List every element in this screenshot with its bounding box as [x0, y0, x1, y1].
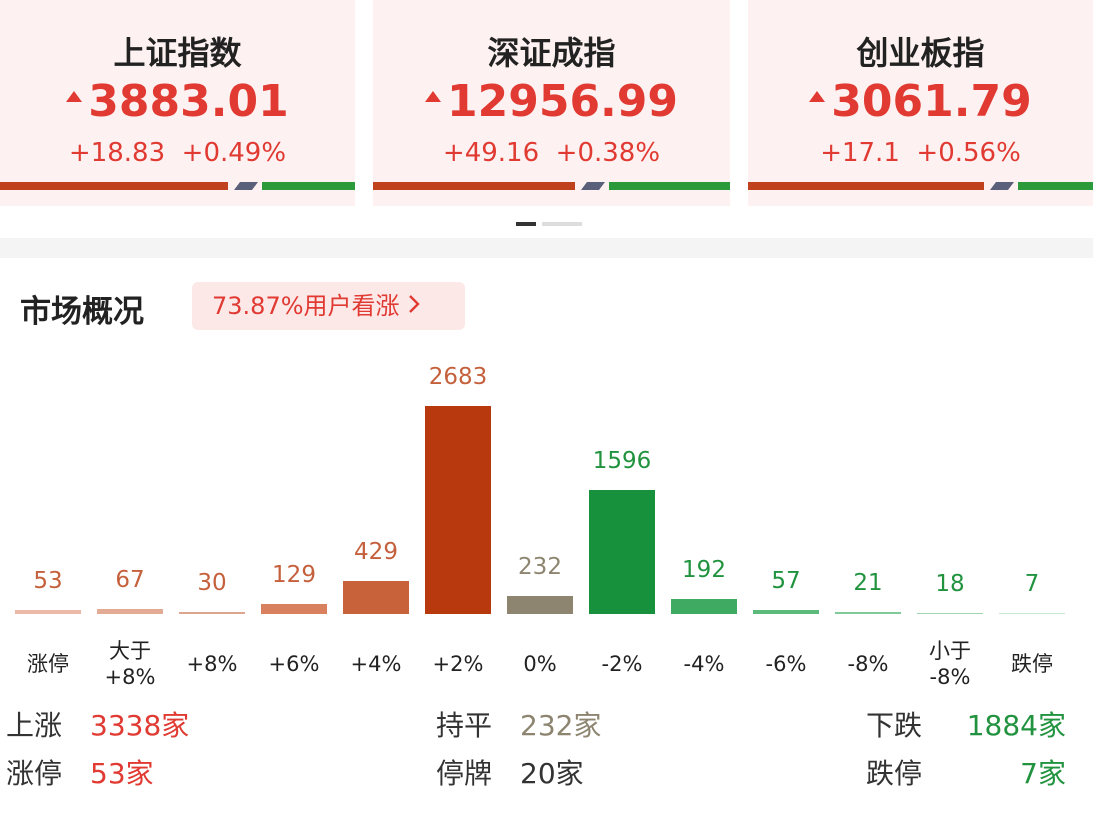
stat-value: 1884家 — [966, 709, 1066, 742]
bar — [97, 608, 163, 614]
bar — [507, 596, 573, 614]
value-label: 129 — [272, 561, 316, 588]
breadth-strip — [373, 182, 730, 190]
value-label: 2683 — [428, 364, 488, 390]
x-tick-label: +8% — [186, 652, 238, 676]
x-tick-label: 大于 +8% — [104, 639, 156, 689]
bar — [835, 612, 901, 614]
value-label: 192 — [682, 557, 726, 584]
index-name: 创业板指 — [856, 34, 985, 72]
bar — [425, 406, 491, 614]
pct: +0.56% — [916, 138, 1021, 168]
value-label: 18 — [935, 570, 965, 597]
change: +49.16 — [442, 138, 540, 168]
x-tick-label: 小于 -8% — [929, 639, 971, 689]
x-tick-label: 涨停 — [27, 652, 69, 676]
value-label: 53 — [33, 567, 63, 594]
stat-value: 7家 — [1020, 757, 1066, 790]
index-change: +17.1 +0.56% — [748, 138, 1093, 168]
bar — [261, 603, 327, 614]
pager — [516, 222, 582, 226]
index-name: 深证成指 — [487, 34, 616, 72]
value-label: 67 — [115, 566, 145, 593]
x-tick-label: 跌停 — [1011, 652, 1053, 676]
x-tick-label: +6% — [268, 652, 320, 676]
stat-label: 下跌 — [866, 709, 923, 742]
index-card[interactable]: 上证指数 3883.01 +18.83 +0.49% — [0, 0, 355, 206]
bar — [15, 609, 81, 614]
bar — [589, 490, 655, 614]
pct: +0.49% — [181, 138, 287, 168]
badge-text: 73.87%用户看涨 — [212, 292, 400, 320]
stat-value: 53家 — [90, 757, 154, 790]
value-label: 232 — [518, 554, 562, 580]
bar — [753, 609, 819, 614]
bar — [179, 611, 245, 614]
stat-label: 持平 — [436, 709, 493, 742]
value-label: 429 — [354, 538, 398, 565]
x-tick-label: -8% — [847, 652, 889, 676]
x-tick-label: -4% — [683, 652, 725, 676]
value-label: 30 — [197, 569, 227, 596]
divider — [0, 238, 1093, 258]
stat-label: 停牌 — [436, 757, 493, 790]
section-title: 市场概况 — [20, 294, 144, 330]
chevron — [409, 295, 420, 313]
index-name: 上证指数 — [113, 34, 242, 72]
pct: +0.38% — [555, 138, 661, 168]
index-value: 12956.99 — [373, 76, 730, 127]
index-value: 3883.01 — [0, 76, 355, 127]
bar — [917, 612, 983, 614]
x-tick-label: -6% — [765, 652, 807, 676]
stat-label: 跌停 — [866, 757, 923, 790]
index-value: 3061.79 — [748, 76, 1093, 127]
value-label: 57 — [771, 567, 801, 594]
breadth-strip — [748, 182, 1093, 190]
bar — [671, 599, 737, 614]
change: +17.1 — [820, 138, 900, 168]
index-change: +49.16 +0.38% — [373, 138, 730, 168]
bar — [343, 580, 409, 614]
stat-label: 涨停 — [6, 757, 63, 790]
stat-value: 232家 — [520, 709, 602, 742]
stat-value: 20家 — [520, 757, 584, 790]
stat-value: 3338家 — [90, 709, 190, 742]
stat-label: 上涨 — [6, 709, 63, 742]
bar — [999, 613, 1065, 614]
value-label: 1596 — [592, 448, 652, 475]
value-label: 21 — [853, 570, 883, 597]
index-card[interactable]: 创业板指 3061.79 +17.1 +0.56% — [748, 0, 1093, 206]
x-tick-label: 0% — [523, 652, 557, 676]
breadth-strip — [0, 182, 355, 190]
value-label: 7 — [1024, 571, 1040, 598]
x-tick-label: +4% — [350, 652, 402, 676]
index-change: +18.83 +0.49% — [0, 138, 355, 168]
sentiment-badge[interactable]: 73.87%用户看涨 — [192, 282, 465, 330]
change: +18.83 — [68, 138, 166, 168]
x-tick-label: -2% — [601, 652, 643, 676]
index-card[interactable]: 深证成指 12956.99 +49.16 +0.38% — [373, 0, 730, 206]
x-tick-label: +2% — [432, 652, 484, 676]
